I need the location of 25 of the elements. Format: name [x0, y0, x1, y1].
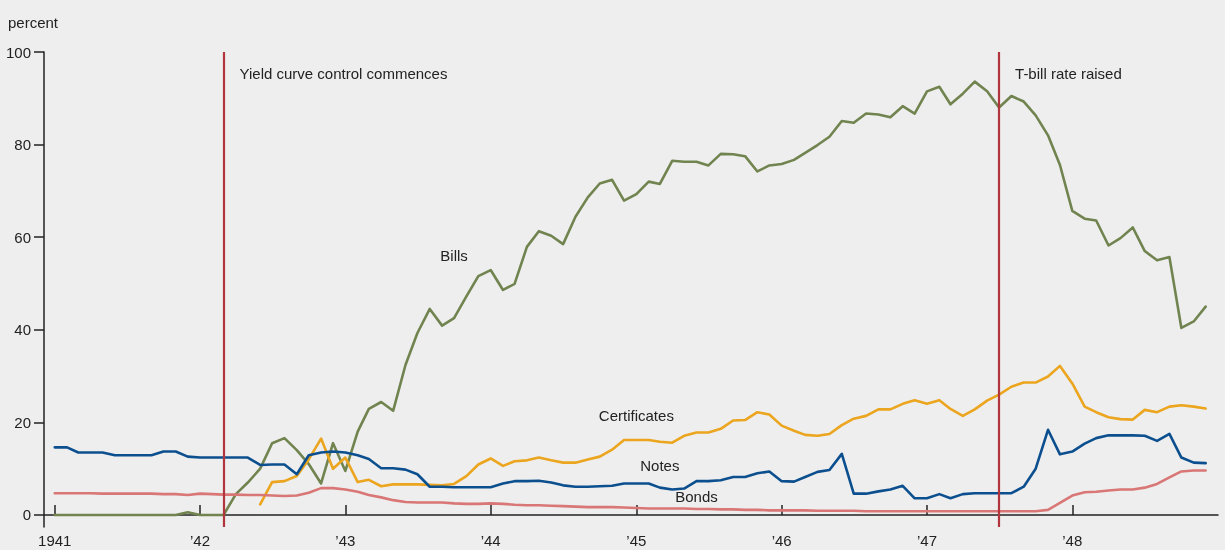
y-tick-label: 80 [14, 136, 31, 154]
line-series [258, 364, 1207, 506]
x-tick-label: ’43 [335, 532, 356, 549]
line-series [53, 469, 1207, 513]
series-label: Certificates [598, 406, 674, 424]
x-tick-label: ’47 [916, 532, 937, 549]
y-tick-label: 40 [14, 321, 31, 339]
x-tick-label: ’46 [771, 532, 792, 549]
x-tick-label: ’44 [480, 532, 501, 549]
series-label: Bills [440, 247, 468, 265]
y-tick-label: 20 [14, 413, 31, 431]
line-series [53, 80, 1207, 517]
ref-line-label: T-bill rate raised [1015, 64, 1122, 82]
y-tick-label: 60 [14, 228, 31, 246]
line-series [53, 428, 1207, 500]
x-tick-label: 1941 [38, 532, 72, 549]
x-tick-label: ’45 [626, 532, 647, 549]
series-label: Bonds [675, 487, 718, 505]
x-tick-label: ’48 [1062, 532, 1083, 549]
series-label: Notes [640, 457, 680, 475]
y-axis-title: percent [8, 14, 59, 31]
y-tick-label: 100 [5, 43, 31, 61]
y-tick-label: 0 [22, 506, 31, 524]
x-tick-label: ’42 [190, 532, 211, 549]
ref-line-label: Yield curve control commences [239, 64, 448, 82]
